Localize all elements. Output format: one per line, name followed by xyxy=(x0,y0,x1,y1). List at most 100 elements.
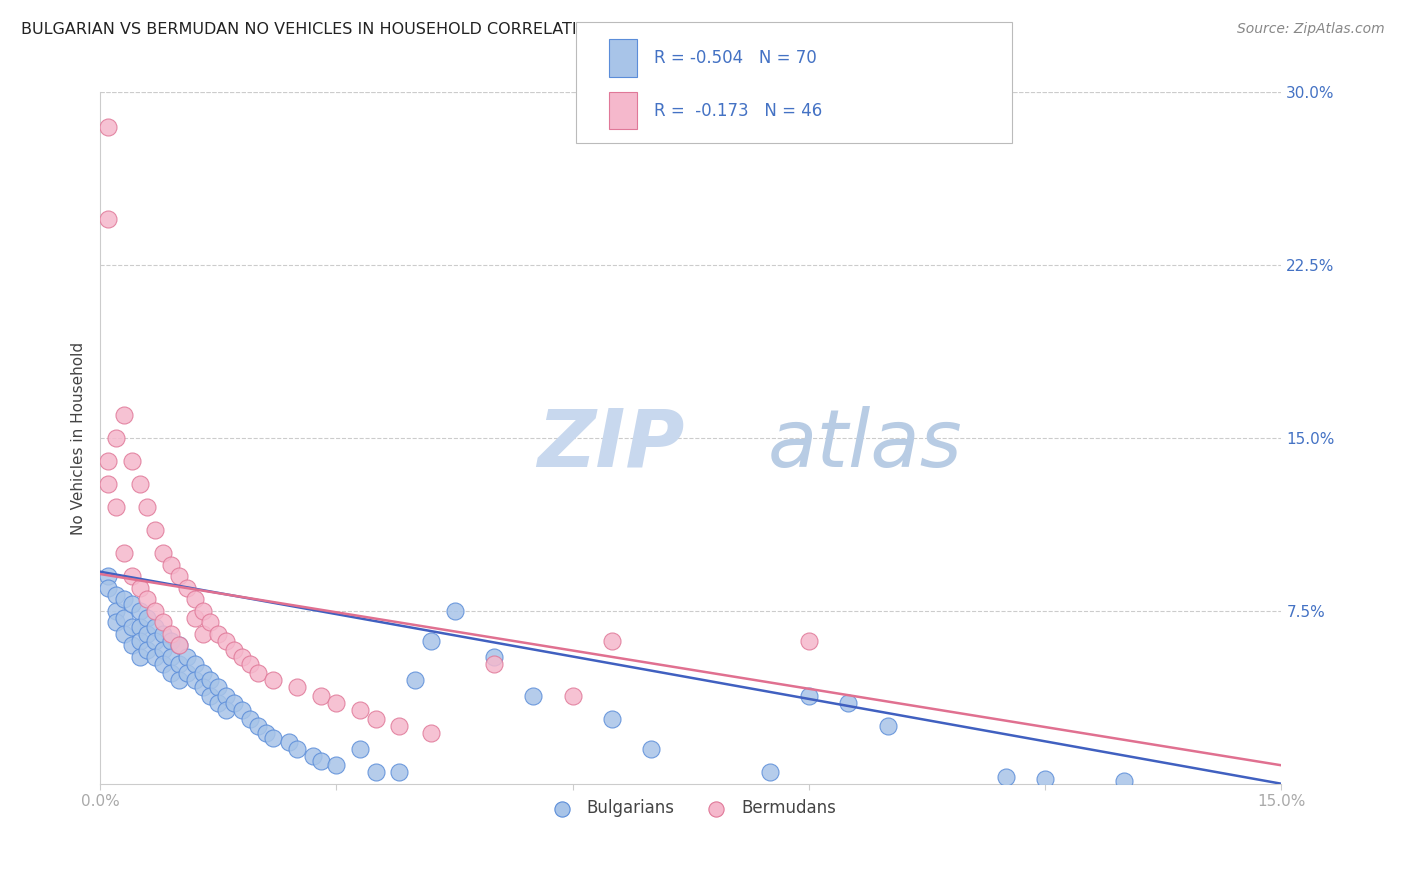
Point xyxy=(600,712,623,726)
Point xyxy=(128,604,150,618)
Point xyxy=(191,604,214,618)
Point xyxy=(167,639,190,653)
Point xyxy=(191,680,214,694)
Point xyxy=(176,581,198,595)
Text: R =  -0.173   N = 46: R = -0.173 N = 46 xyxy=(654,102,823,120)
Point xyxy=(325,696,347,710)
Point xyxy=(97,454,120,468)
Point xyxy=(128,581,150,595)
Point xyxy=(143,633,166,648)
Point xyxy=(152,657,174,671)
Point xyxy=(262,673,284,687)
Point xyxy=(222,643,245,657)
Y-axis label: No Vehicles in Household: No Vehicles in Household xyxy=(72,342,86,534)
Point xyxy=(309,689,332,703)
Point xyxy=(200,615,222,630)
Point xyxy=(121,639,143,653)
Point xyxy=(207,696,229,710)
Point xyxy=(104,615,127,630)
Point xyxy=(207,627,229,641)
Point xyxy=(104,588,127,602)
Point xyxy=(1112,774,1135,789)
Point xyxy=(215,689,238,703)
Point xyxy=(325,758,347,772)
Point xyxy=(104,604,127,618)
Point xyxy=(97,581,120,595)
Point xyxy=(231,650,253,665)
Point xyxy=(419,633,441,648)
Point xyxy=(231,703,253,717)
Point xyxy=(200,673,222,687)
Point xyxy=(239,657,262,671)
Point xyxy=(160,650,183,665)
Text: ZIP: ZIP xyxy=(537,406,685,484)
Point xyxy=(797,633,820,648)
Point xyxy=(143,604,166,618)
Point xyxy=(167,657,190,671)
Point xyxy=(152,627,174,641)
Point xyxy=(482,650,505,665)
Point xyxy=(112,592,135,607)
Point xyxy=(152,643,174,657)
Point xyxy=(128,633,150,648)
Point xyxy=(128,650,150,665)
Point xyxy=(278,735,301,749)
Point xyxy=(167,639,190,653)
Point xyxy=(112,611,135,625)
Point xyxy=(97,477,120,491)
Point xyxy=(143,620,166,634)
Point xyxy=(121,569,143,583)
Point xyxy=(200,689,222,703)
Text: R = -0.504   N = 70: R = -0.504 N = 70 xyxy=(654,49,817,67)
Point xyxy=(388,719,411,733)
Point xyxy=(97,120,120,134)
Point xyxy=(160,558,183,572)
Point xyxy=(136,500,159,515)
Point xyxy=(994,770,1017,784)
Point xyxy=(121,454,143,468)
Point xyxy=(262,731,284,745)
Point xyxy=(160,666,183,681)
Point xyxy=(104,500,127,515)
Point xyxy=(167,673,190,687)
Point xyxy=(522,689,544,703)
Text: BULGARIAN VS BERMUDAN NO VEHICLES IN HOUSEHOLD CORRELATION CHART: BULGARIAN VS BERMUDAN NO VEHICLES IN HOU… xyxy=(21,22,661,37)
Point xyxy=(167,569,190,583)
Point xyxy=(112,546,135,560)
Point xyxy=(404,673,426,687)
Point xyxy=(191,666,214,681)
Point xyxy=(640,742,662,756)
Point xyxy=(207,680,229,694)
Point xyxy=(285,742,308,756)
Point xyxy=(246,666,269,681)
Text: Source: ZipAtlas.com: Source: ZipAtlas.com xyxy=(1237,22,1385,37)
Point xyxy=(239,712,262,726)
Point xyxy=(121,620,143,634)
Point xyxy=(97,212,120,227)
Point xyxy=(215,633,238,648)
Point xyxy=(143,650,166,665)
Point xyxy=(152,615,174,630)
Point xyxy=(136,627,159,641)
Point xyxy=(797,689,820,703)
Point xyxy=(128,477,150,491)
Point xyxy=(112,408,135,422)
Point xyxy=(183,657,205,671)
Point xyxy=(97,569,120,583)
Point xyxy=(160,633,183,648)
Point xyxy=(183,611,205,625)
Point xyxy=(301,749,323,764)
Point xyxy=(388,765,411,780)
Point xyxy=(128,620,150,634)
Point xyxy=(837,696,859,710)
Point xyxy=(222,696,245,710)
Point xyxy=(876,719,898,733)
Point xyxy=(364,765,387,780)
Point xyxy=(254,726,277,740)
Point xyxy=(561,689,583,703)
Point xyxy=(136,643,159,657)
Legend: Bulgarians, Bermudans: Bulgarians, Bermudans xyxy=(538,792,844,824)
Point xyxy=(121,597,143,611)
Point xyxy=(191,627,214,641)
Point xyxy=(112,627,135,641)
